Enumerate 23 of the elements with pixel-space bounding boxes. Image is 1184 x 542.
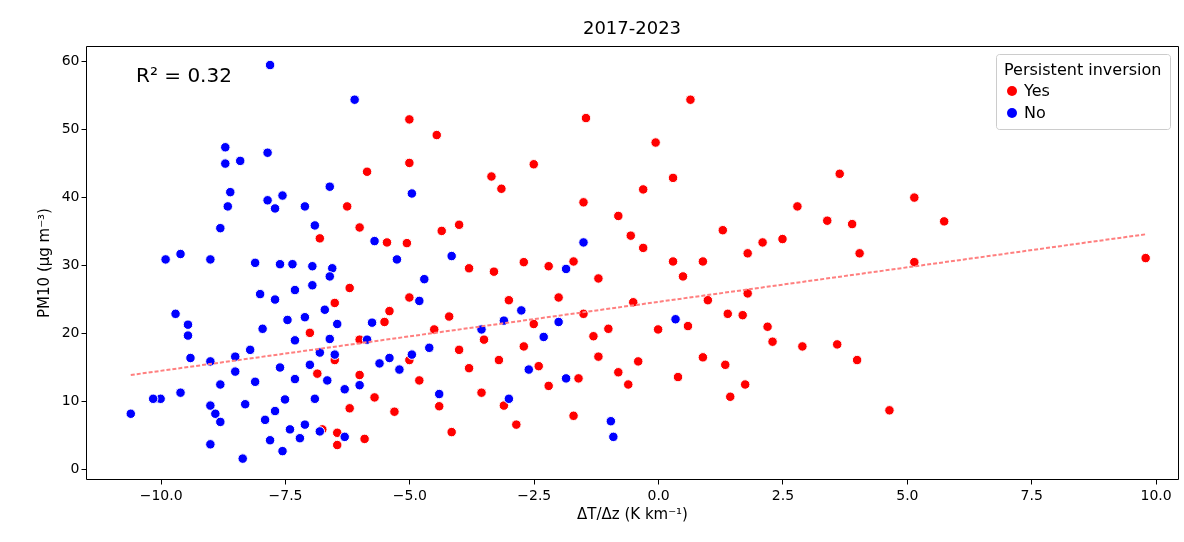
y-tick-label: 40	[61, 188, 80, 205]
y-tick-label: 0	[70, 460, 80, 477]
x-tick-label: 2.5	[771, 486, 795, 503]
y-tick-label: 50	[61, 120, 80, 137]
y-tick-label: 20	[61, 324, 80, 341]
x-tick-label: −7.5	[268, 486, 303, 503]
x-tick-label: −2.5	[517, 486, 552, 503]
chart-title: 2017-2023	[582, 17, 682, 38]
x-tick-label: 7.5	[1020, 486, 1043, 503]
annotation: R² = 0.32	[136, 63, 232, 87]
legend-label: No	[1024, 103, 1046, 122]
x-tick-label: 5.0	[896, 486, 919, 503]
x-axis-title: ΔT/Δz (K km⁻¹)	[577, 504, 688, 523]
x-tick-label: −5.0	[392, 486, 427, 503]
y-axis-title: PM10 (μg m⁻³)	[34, 208, 53, 318]
y-tick-label: 30	[61, 256, 80, 273]
y-tick-label: 60	[61, 52, 80, 69]
y-tick-label: 10	[61, 392, 80, 409]
x-tick-label: 0.0	[647, 486, 670, 503]
legend-title: Persistent inversion	[1004, 60, 1162, 79]
x-tick-label: −10.0	[139, 486, 183, 503]
x-tick-label: 10.0	[1140, 486, 1172, 503]
legend-label: Yes	[1023, 81, 1050, 100]
